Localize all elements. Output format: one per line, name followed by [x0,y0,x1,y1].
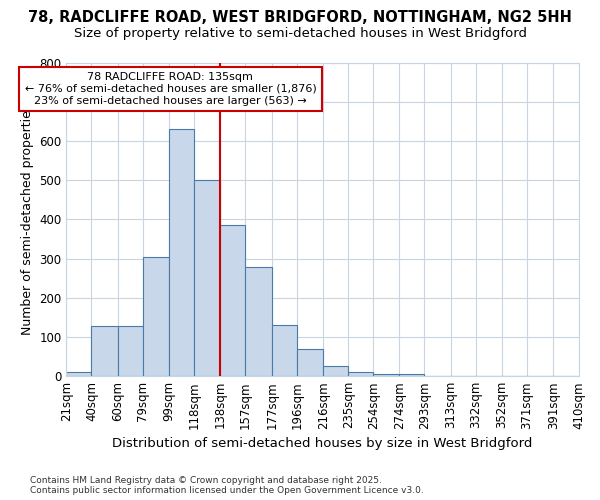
Bar [297,348,323,376]
Bar [373,374,400,376]
Bar [91,326,118,376]
X-axis label: Distribution of semi-detached houses by size in West Bridgford: Distribution of semi-detached houses by … [112,437,533,450]
Bar [272,325,297,376]
Y-axis label: Number of semi-detached properties: Number of semi-detached properties [21,104,34,335]
Bar [220,225,245,376]
Bar [323,366,348,376]
Bar [348,372,373,376]
Text: Contains HM Land Registry data © Crown copyright and database right 2025.
Contai: Contains HM Land Registry data © Crown c… [30,476,424,495]
Bar [194,180,220,376]
Bar [245,267,272,376]
Bar [400,374,424,376]
Bar [67,372,91,376]
Text: 78 RADCLIFFE ROAD: 135sqm
← 76% of semi-detached houses are smaller (1,876)
23% : 78 RADCLIFFE ROAD: 135sqm ← 76% of semi-… [25,72,316,106]
Bar [143,258,169,376]
Text: Size of property relative to semi-detached houses in West Bridgford: Size of property relative to semi-detach… [74,28,527,40]
Bar [169,129,194,376]
Text: 78, RADCLIFFE ROAD, WEST BRIDGFORD, NOTTINGHAM, NG2 5HH: 78, RADCLIFFE ROAD, WEST BRIDGFORD, NOTT… [28,10,572,25]
Bar [118,326,143,376]
